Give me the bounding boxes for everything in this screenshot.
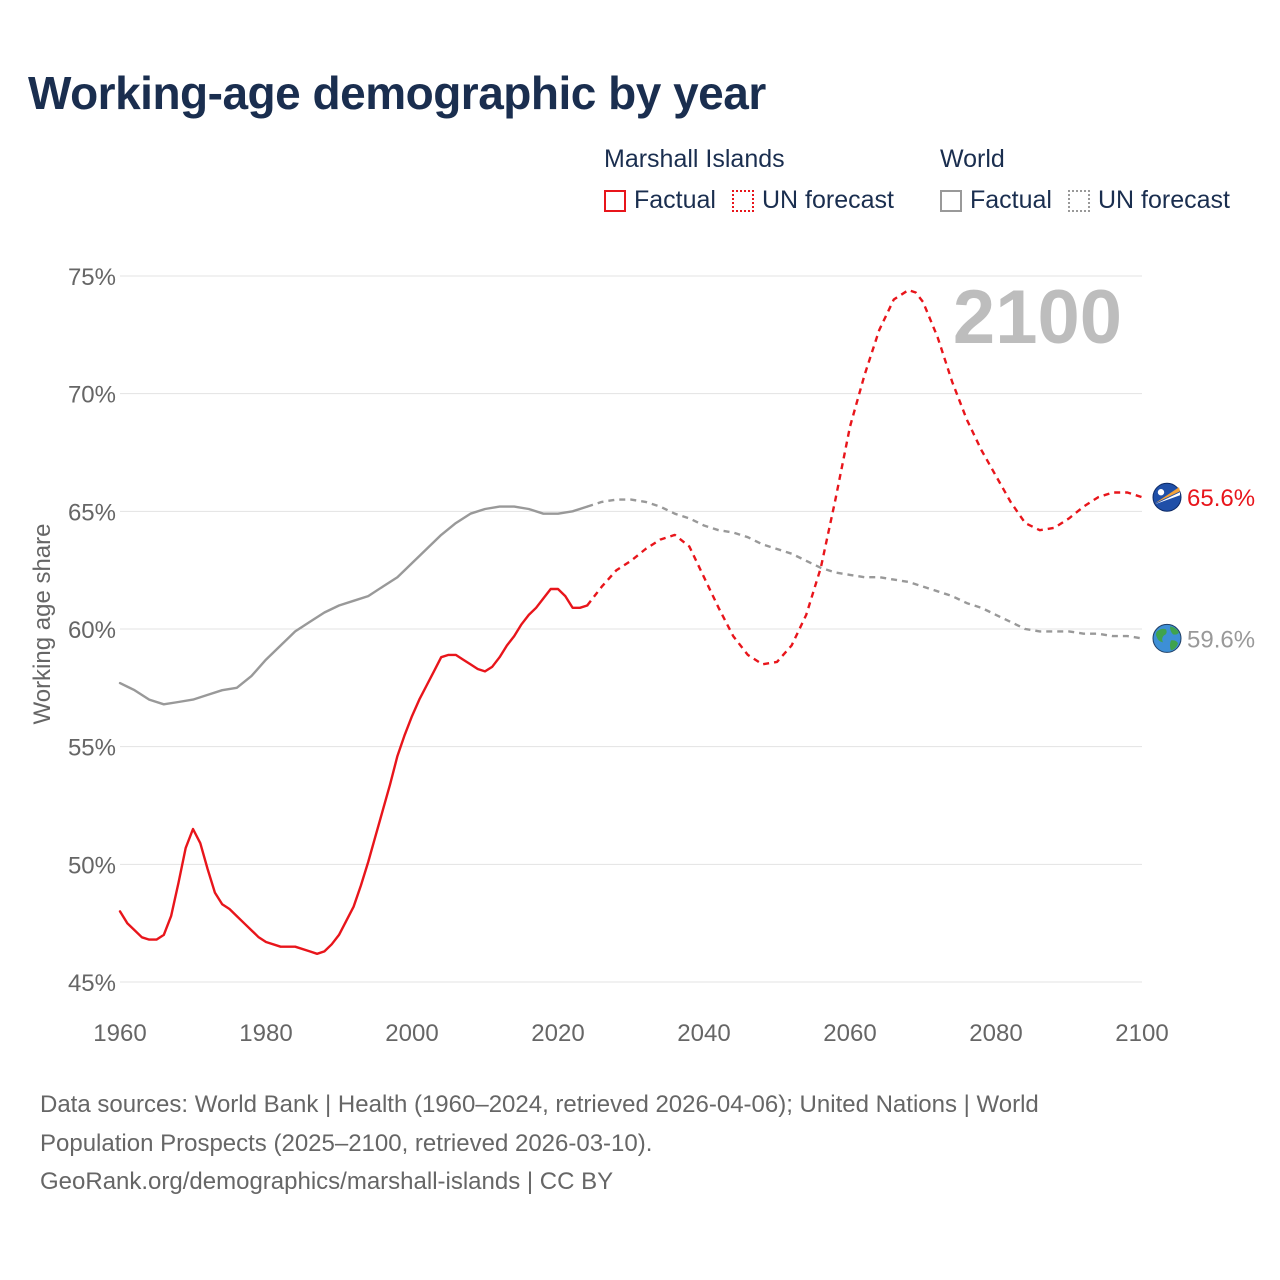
legend-item-mi-forecast[interactable]: UN forecast (731, 186, 894, 215)
y-tick-label: 75% (68, 264, 116, 291)
x-tick-label: 1980 (239, 1020, 292, 1047)
y-tick-label: 70% (68, 382, 116, 409)
series-line-world-forecast[interactable] (586, 498, 1143, 640)
legend-swatch-solid (940, 189, 962, 212)
legend-item-mi-factual[interactable]: Factual (604, 186, 716, 215)
y-tick-label: 65% (68, 499, 116, 526)
marshall-islands-flag-icon (1152, 482, 1182, 512)
legend-label: Factual (970, 186, 1052, 214)
footer-attribution[interactable]: GeoRank.org/demographics/marshall-island… (40, 1168, 614, 1195)
x-tick-label: 2100 (1115, 1020, 1168, 1047)
y-tick-label: 50% (68, 852, 116, 879)
y-axis-ticks: 45% 50% 55% 60% 65% 70% 75% (68, 264, 116, 997)
series-line-marshall-islands-forecast[interactable] (586, 288, 1143, 666)
x-tick-label: 2000 (385, 1020, 438, 1047)
footer-source-line1: Data sources: World Bank | Health (1960–… (40, 1091, 1039, 1118)
legend-swatch-dotted (731, 189, 754, 212)
series-lines (118, 288, 1143, 955)
legend-label: UN forecast (1097, 186, 1230, 214)
series-end-label: 59.6% (1187, 626, 1255, 653)
legend-label: UN forecast (761, 186, 894, 214)
legend-swatch-dotted (1067, 189, 1090, 212)
legend-item-world-factual[interactable]: Factual (940, 186, 1052, 215)
y-tick-label: 60% (68, 617, 116, 644)
x-tick-label: 2080 (969, 1020, 1022, 1047)
y-tick-label: 55% (68, 735, 116, 762)
footer-source-line2: Population Prospects (2025–2100, retriev… (40, 1129, 653, 1157)
series-line-world-factual[interactable] (118, 505, 589, 706)
series-end-markers: 65.6% 59.6% (1152, 482, 1255, 653)
legend-item-world-forecast[interactable]: UN forecast (1067, 186, 1230, 215)
series-end-label: 65.6% (1187, 485, 1255, 512)
legend-group-marshall-islands: Marshall Islands Factual UN forecast (604, 144, 894, 215)
legend-group-title: World (940, 145, 1005, 173)
globe-icon (1152, 623, 1182, 653)
gridlines (120, 275, 1142, 983)
x-tick-label: 2040 (677, 1020, 730, 1047)
legend-label: Factual (634, 186, 716, 214)
legend-group-title: Marshall Islands (604, 145, 785, 173)
series-line-marshall-islands-factual[interactable] (118, 587, 589, 955)
x-tick-label: 2020 (531, 1020, 584, 1047)
x-tick-label: 2060 (823, 1020, 876, 1047)
line-chart: 45% 50% 55% 60% 65% 70% 75% 1960 1980 2000 2020 20… (29, 264, 1255, 1047)
footer: Data sources: World Bank | Health (1960–… (40, 1086, 1220, 1202)
year-watermark: 2100 (953, 275, 1122, 360)
y-tick-label: 45% (68, 970, 116, 997)
x-axis-ticks: 1960 1980 2000 2020 2040 2060 2080 2100 (93, 1020, 1168, 1047)
y-axis-label: Working age share (29, 524, 56, 725)
x-tick-label: 1960 (93, 1020, 146, 1047)
legend-group-world: World Factual UN forecast (940, 144, 1230, 215)
legend-swatch-solid (604, 189, 626, 212)
chart-title: Working-age demographic by year (28, 67, 766, 119)
